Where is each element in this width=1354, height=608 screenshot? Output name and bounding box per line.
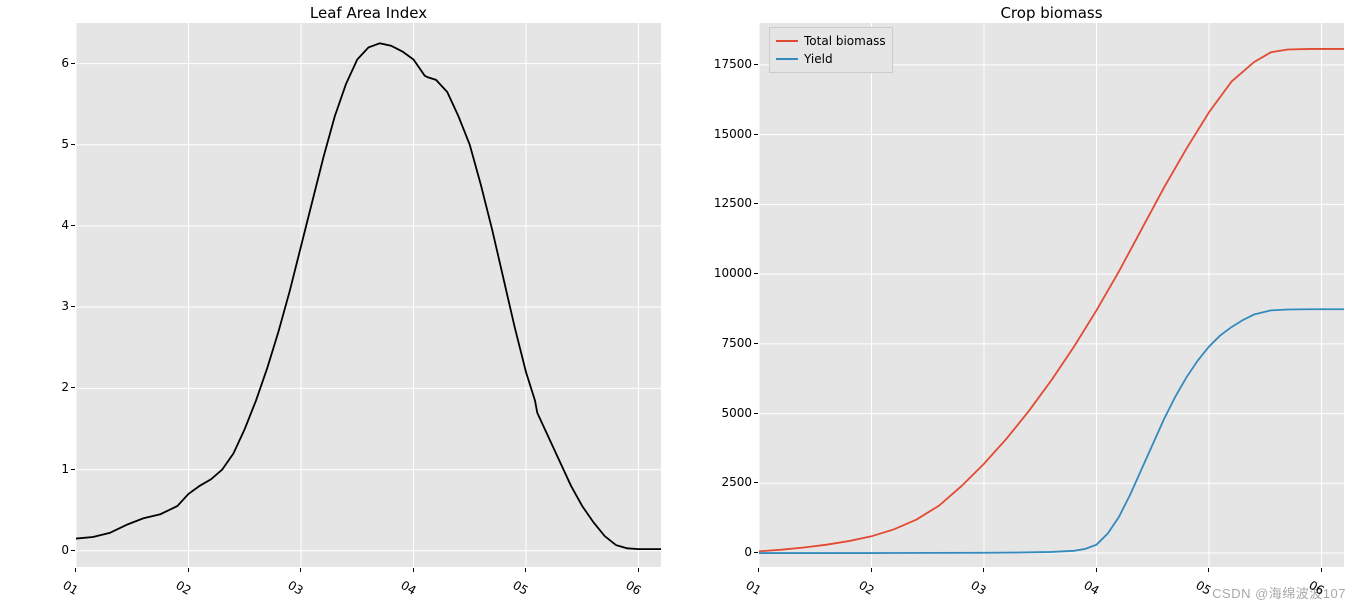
y-tick-label: 12500	[714, 196, 752, 210]
y-tick-label: 3	[61, 299, 69, 313]
y-tick-label: 0	[744, 545, 752, 559]
y-tick-label: 7500	[721, 336, 752, 350]
y-tick-label: 6	[61, 56, 69, 70]
y-tick-label: 1	[61, 462, 69, 476]
y-tick-label: 4	[61, 218, 69, 232]
y-tick-label: 5	[61, 137, 69, 151]
y-tick-label: 15000	[714, 127, 752, 141]
x-tick-label: 03	[285, 578, 305, 598]
lai-svg	[76, 23, 661, 567]
legend-item: Yield	[776, 50, 886, 68]
x-tick-label: 04	[1081, 578, 1101, 598]
biomass-panel: Crop biomass Total biomassYield 02500500…	[758, 22, 1345, 568]
y-tick-label: 2500	[721, 475, 752, 489]
lai-title: Leaf Area Index	[75, 4, 662, 22]
y-tick-label: 10000	[714, 266, 752, 280]
legend-label: Total biomass	[804, 34, 886, 48]
x-tick-label: 01	[743, 578, 763, 598]
biomass-svg	[759, 23, 1344, 567]
legend-item: Total biomass	[776, 32, 886, 50]
x-tick-label: 01	[60, 578, 80, 598]
x-tick-label: 02	[856, 578, 876, 598]
x-tick-label: 05	[510, 578, 530, 598]
x-tick-label: 06	[623, 578, 643, 598]
watermark: CSDN @海绵波波107	[1212, 583, 1346, 602]
biomass-title: Crop biomass	[758, 4, 1345, 22]
y-tick-label: 5000	[721, 406, 752, 420]
lai-panel: Leaf Area Index 0123456 010203040506	[75, 22, 662, 568]
figure: Leaf Area Index 0123456 010203040506 Cro…	[0, 0, 1354, 608]
series-total-biomass	[759, 49, 1344, 551]
legend-swatch	[776, 40, 798, 42]
x-tick-label: 05	[1193, 578, 1213, 598]
x-tick-label: 04	[398, 578, 418, 598]
biomass-legend: Total biomass Yield	[769, 27, 893, 73]
y-tick-label: 17500	[714, 57, 752, 71]
biomass-plot-area: Total biomass Yield	[758, 22, 1345, 568]
legend-swatch	[776, 58, 798, 60]
series-yield	[759, 309, 1344, 553]
y-tick-label: 2	[61, 380, 69, 394]
y-tick-label: 0	[61, 543, 69, 557]
x-tick-label: 03	[968, 578, 988, 598]
legend-label: Yield	[804, 52, 833, 66]
lai-plot-area	[75, 22, 662, 568]
x-tick-label: 02	[173, 578, 193, 598]
series-lai	[76, 43, 661, 549]
